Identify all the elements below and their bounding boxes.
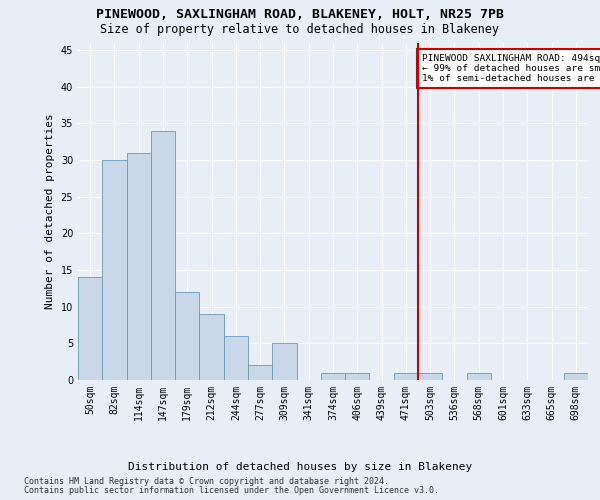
Text: Size of property relative to detached houses in Blakeney: Size of property relative to detached ho… [101,22,499,36]
Bar [467,372,491,380]
Bar [418,372,442,380]
Bar [102,160,127,380]
Bar [175,292,199,380]
Bar [272,344,296,380]
Bar [199,314,224,380]
Bar [248,366,272,380]
Bar [151,130,175,380]
Text: PINEWOOD, SAXLINGHAM ROAD, BLAKENEY, HOLT, NR25 7PB: PINEWOOD, SAXLINGHAM ROAD, BLAKENEY, HOL… [96,8,504,20]
Y-axis label: Number of detached properties: Number of detached properties [45,114,55,309]
Text: Contains public sector information licensed under the Open Government Licence v3: Contains public sector information licen… [24,486,439,495]
Bar [394,372,418,380]
Bar [321,372,345,380]
Text: Distribution of detached houses by size in Blakeney: Distribution of detached houses by size … [128,462,472,472]
Bar [345,372,370,380]
Text: PINEWOOD SAXLINGHAM ROAD: 494sqm
← 99% of detached houses are smaller (146)
1% o: PINEWOOD SAXLINGHAM ROAD: 494sqm ← 99% o… [422,54,600,84]
Text: Contains HM Land Registry data © Crown copyright and database right 2024.: Contains HM Land Registry data © Crown c… [24,477,389,486]
Bar [78,278,102,380]
Bar [127,152,151,380]
Bar [224,336,248,380]
Bar [564,372,588,380]
